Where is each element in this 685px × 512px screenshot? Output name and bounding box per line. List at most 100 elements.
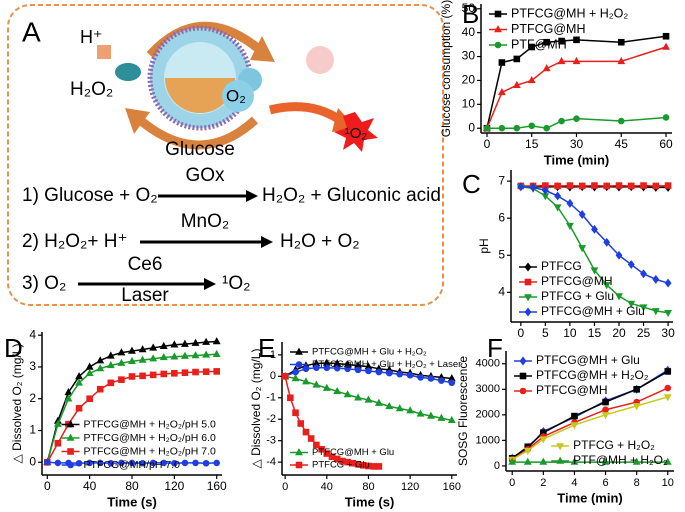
legend-label: PTFCG@MH + H₂O₂/pH 7.0 [84,445,216,457]
marker [66,433,75,441]
marker [291,374,300,382]
marker [117,358,126,366]
marker [313,441,320,449]
reaction-left: 2) H₂O₂+ H⁺ [22,231,128,252]
marker [406,371,414,379]
marker [202,350,211,358]
marker [448,379,456,387]
o2-bubble [222,80,254,112]
legend-label: PTFCG@MH + H₂O₂ [536,368,649,382]
marker [438,377,445,384]
legend-label: PTFCG@MH + Glu [312,447,394,458]
panel-letter: F [487,333,503,363]
marker [416,409,425,417]
x-tick-label: 80 [125,479,139,493]
marker [295,461,303,469]
y-tick-label: 30 [462,49,476,63]
marker [517,182,525,192]
marker [519,387,527,395]
y-tick-label: -1 [266,392,276,404]
marker [181,339,189,347]
y-tick-label: 1 [29,423,36,437]
marker [617,56,626,65]
marker [523,457,532,465]
marker [191,351,200,359]
marker [539,457,548,465]
x-tick-label: 0 [44,479,51,493]
legend-label: PTFCG@MH + Glu + H₂O₂ [312,347,427,358]
legend-label: PTFCG@MH + H₂O₂/pH 5.0 [84,418,216,430]
y-tick-label: 20 [462,73,476,87]
marker [365,367,372,375]
marker [287,394,294,402]
panel-a: A H⁺ H₂O₂ O₂ ¹O₂ Glucose 1) Glucose + O₂… [7,4,444,306]
x-tick-label: 60 [659,137,673,151]
legend-label: PTFCG@MH + Glu [541,304,645,318]
x-tick-label: 40 [321,481,333,493]
x-tick-label: 15 [588,326,602,340]
plus-icon [97,45,111,59]
marker [344,365,351,373]
nanoparticle-shell [165,78,235,113]
marker [639,304,648,312]
y-tick-label: 0 [270,370,276,382]
legend-label: PTF@MH + H₂O₂ [573,453,668,467]
marker [556,443,565,451]
marker [566,198,574,208]
x-tick-label: 120 [164,479,184,493]
reaction-left: 1) Glucose + O₂ [22,185,158,206]
reaction-right: H₂O + O₂ [280,231,360,252]
marker [523,447,532,455]
legend-label: PTFCG@MH [511,22,586,36]
y-tick-label: 4000 [476,358,500,370]
marker [66,420,75,428]
marker [602,282,611,290]
reaction-right: ¹O₂ [222,273,250,294]
marker [627,182,635,190]
marker [543,38,550,46]
marker [202,337,211,345]
marker [106,351,115,359]
panel-letter: B [462,0,479,29]
marker [573,36,580,44]
marker [558,37,565,45]
marker [307,435,315,442]
marker [302,365,310,373]
marker [617,38,625,46]
marker [192,368,199,376]
label: ¹O₂ [345,125,368,142]
marker [664,384,672,392]
marker [602,406,609,414]
legend-label: PTFCG + Glu [312,460,370,471]
marker [192,459,199,467]
marker [149,343,158,351]
y-tick-label: 4 [498,285,505,299]
marker [663,394,672,402]
marker [292,409,299,417]
x-tick-label: 20 [612,326,626,340]
x-tick-label: 30 [661,326,675,340]
marker [497,87,506,96]
marker [524,307,532,317]
marker [171,370,178,377]
marker [96,385,104,393]
marker [364,395,373,403]
marker [375,463,383,470]
reaction-left: 3) O₂ [22,273,66,294]
legend-label: PTFCG@MH [536,383,608,397]
marker [591,224,598,234]
marker [295,448,303,456]
marker [138,355,147,363]
marker [107,379,115,387]
marker [554,182,561,190]
marker [374,398,383,406]
y-axis-label: △ Dissolved O₂ (mg/L) [249,349,263,469]
marker [508,457,517,465]
marker [578,210,586,219]
marker [75,404,83,412]
marker [292,368,299,376]
y-tick-label: -3 [266,435,276,447]
marker [53,419,62,427]
marker [498,59,506,66]
